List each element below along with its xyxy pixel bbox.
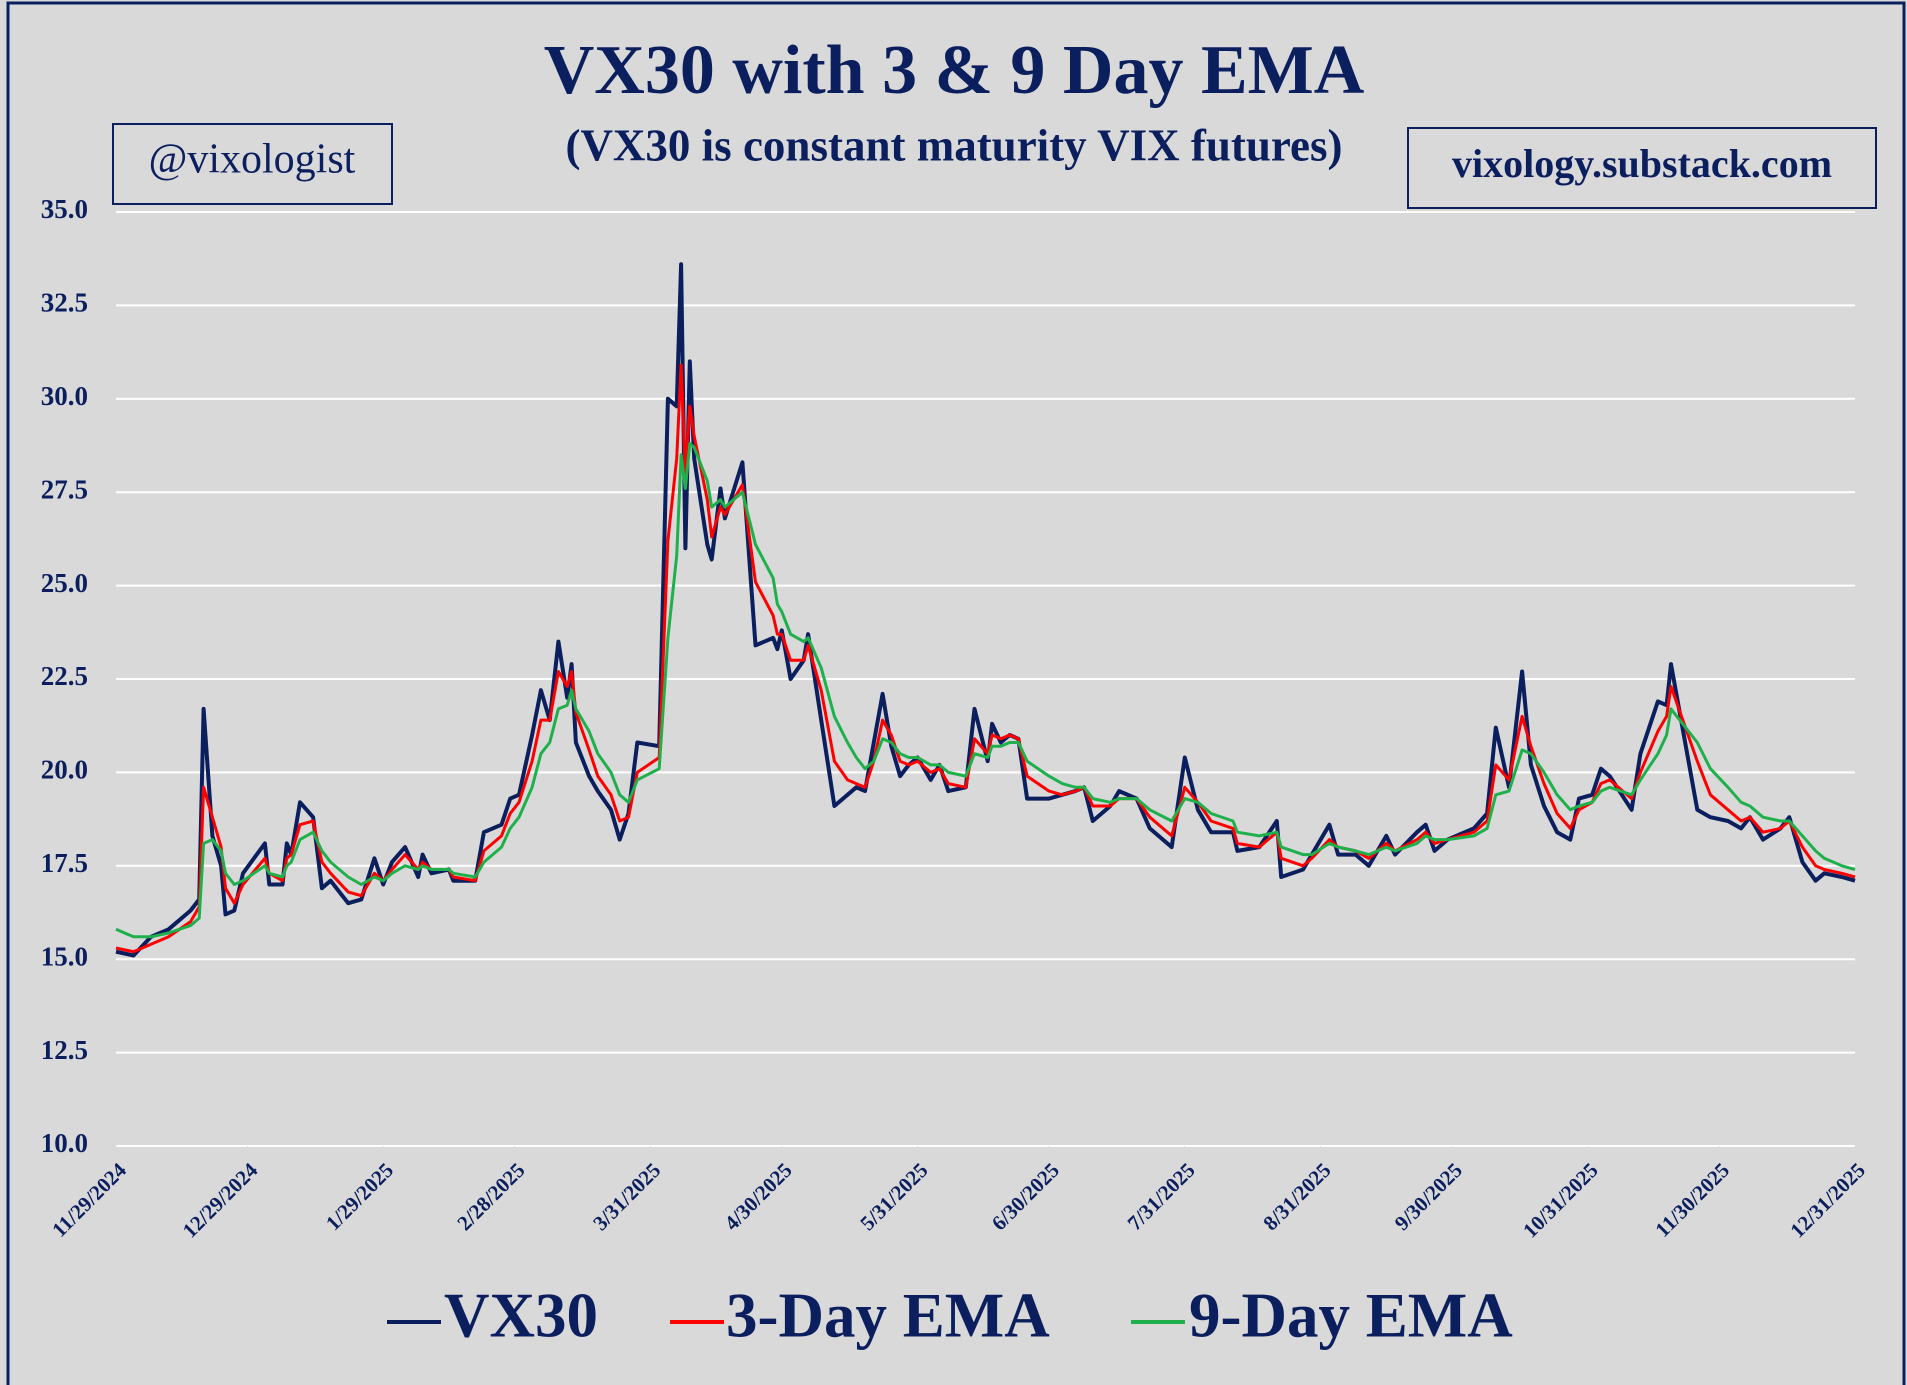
y-tick-label: 25.0 [41,568,88,598]
annotation-box [112,123,393,205]
chart-subtitle: (VX30 is constant maturity VIX futures) [565,120,1342,170]
data-line [115,262,1856,958]
data-line [115,442,1856,939]
y-tick-label: 15.0 [41,941,88,971]
y-tick-label: 30.0 [41,381,88,411]
chart-frame [6,1,1906,1385]
y-tick-label: 22.5 [41,661,88,691]
legend-label: 9-Day EMA [1189,1280,1513,1350]
y-tick-label: 35.0 [41,194,88,224]
annotation-box [1407,127,1877,209]
annotation: vixology.substack.com [1452,141,1832,186]
y-tick-label: 20.0 [41,755,88,785]
chart-title: VX30 with 3 & 9 Day EMA [544,32,1365,109]
y-tick-label: 27.5 [41,474,88,504]
y-tick-label: 32.5 [41,288,88,318]
y-tick-label: 12.5 [41,1035,88,1065]
y-tick-label: 17.5 [41,848,88,878]
y-tick-label: 10.0 [41,1128,88,1158]
legend-label: VX30 [444,1280,598,1350]
legend-label: 3-Day EMA [726,1280,1050,1350]
annotation: @vixologist [149,137,356,183]
data-line [115,363,1856,954]
